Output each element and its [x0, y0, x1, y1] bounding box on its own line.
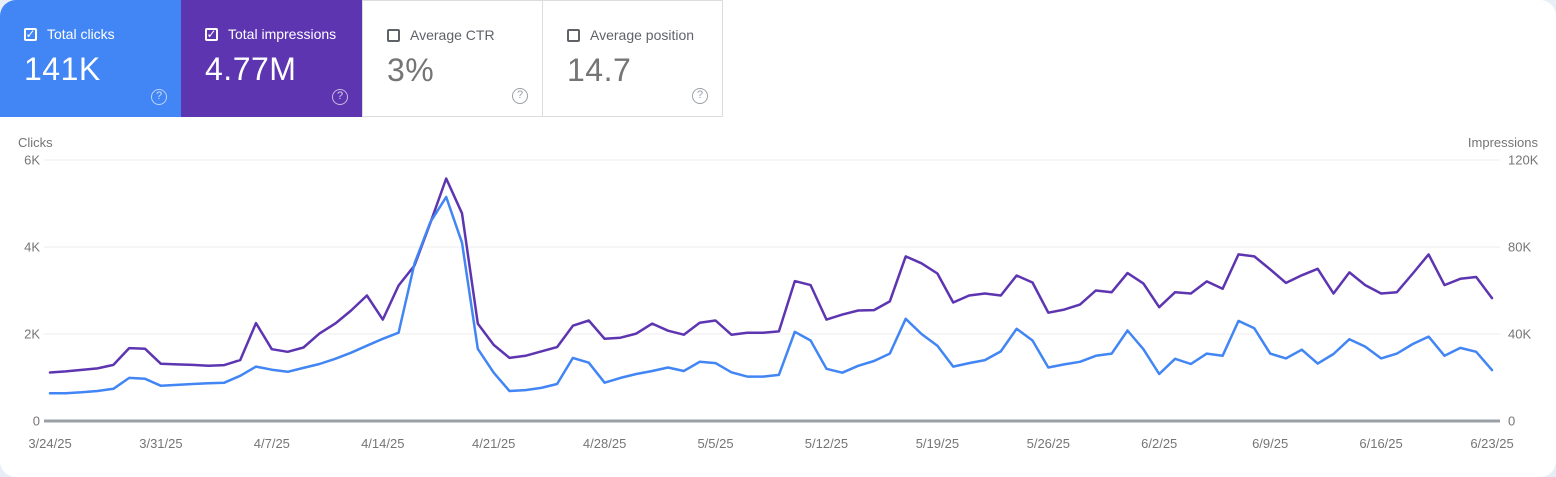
card-value: 141K	[24, 51, 101, 87]
right-axis-title: Impressions	[1468, 135, 1539, 150]
checkbox-checked-icon[interactable]: ✓	[205, 26, 218, 41]
card-label: Total impressions	[228, 26, 337, 42]
x-axis-tick-label: 5/26/25	[1027, 436, 1070, 451]
x-axis-tick-label: 4/7/25	[254, 436, 290, 451]
left-axis-tick-label: 4K	[24, 240, 40, 255]
card-header: ✓ Total clicks	[24, 26, 181, 42]
help-icon[interactable]: ?	[332, 89, 348, 105]
x-axis-tick-label: 4/14/25	[361, 436, 404, 451]
x-axis-tick-label: 5/12/25	[805, 436, 848, 451]
x-axis-tick-label: 5/19/25	[916, 436, 959, 451]
x-axis-tick-label: 3/24/25	[28, 436, 71, 451]
help-icon[interactable]: ?	[512, 88, 528, 104]
card-value: 4.77M	[205, 51, 297, 87]
card-label: Average position	[590, 27, 695, 43]
right-axis-tick-label: 40K	[1508, 327, 1531, 342]
card-label: Average CTR	[410, 27, 495, 43]
card-average-position[interactable]: ✓ Average position 14.7 ?	[542, 0, 723, 117]
left-axis-tick-label: 0	[33, 414, 40, 429]
x-axis-tick-label: 6/23/25	[1470, 436, 1513, 451]
checkbox-unchecked-icon[interactable]: ✓	[387, 28, 400, 42]
card-header: ✓ Average position	[567, 27, 722, 43]
left-axis-tick-label: 2K	[24, 327, 40, 342]
left-axis-title: Clicks	[18, 135, 53, 150]
checkbox-checked-icon[interactable]: ✓	[24, 26, 37, 41]
card-value: 3%	[387, 52, 435, 88]
x-axis-tick-label: 6/9/25	[1252, 436, 1288, 451]
card-total-impressions[interactable]: ✓ Total impressions 4.77M ?	[181, 0, 362, 117]
right-axis-tick-label: 120K	[1508, 153, 1539, 168]
right-axis-tick-label: 80K	[1508, 240, 1531, 255]
clicks-line[interactable]	[48, 195, 1494, 395]
left-axis-tick-label: 6K	[24, 153, 40, 168]
help-icon[interactable]: ?	[692, 88, 708, 104]
performance-chart[interactable]: 0 0 2K 40K 4K 80K 6K 120K Clicks Impressions 3/24/…	[0, 130, 1556, 477]
impressions-line[interactable]	[48, 177, 1494, 374]
help-icon[interactable]: ?	[151, 89, 167, 105]
x-axis-tick-label: 6/2/25	[1141, 436, 1177, 451]
card-value: 14.7	[567, 52, 632, 88]
x-axis-tick-label: 4/21/25	[472, 436, 515, 451]
card-header: ✓ Total impressions	[205, 26, 362, 42]
right-axis-tick-label: 0	[1508, 414, 1515, 429]
x-axis-tick-label: 3/31/25	[139, 436, 182, 451]
card-total-clicks[interactable]: ✓ Total clicks 141K ?	[0, 0, 181, 117]
metric-cards: ✓ Total clicks 141K ? ✓ Total impression…	[0, 0, 723, 117]
card-header: ✓ Average CTR	[387, 27, 542, 43]
x-axis-tick-label: 6/16/25	[1359, 436, 1402, 451]
checkbox-unchecked-icon[interactable]: ✓	[567, 28, 580, 42]
check-icon: ✓	[206, 26, 217, 41]
check-icon: ✓	[25, 26, 36, 41]
x-axis-tick-label: 5/5/25	[697, 436, 733, 451]
card-average-ctr[interactable]: ✓ Average CTR 3% ?	[362, 0, 543, 117]
x-axis-tick-label: 4/28/25	[583, 436, 626, 451]
card-label: Total clicks	[47, 26, 115, 42]
line-chart-svg[interactable]: 0 0 2K 40K 4K 80K 6K 120K Clicks Impressions 3/24/…	[0, 130, 1556, 477]
